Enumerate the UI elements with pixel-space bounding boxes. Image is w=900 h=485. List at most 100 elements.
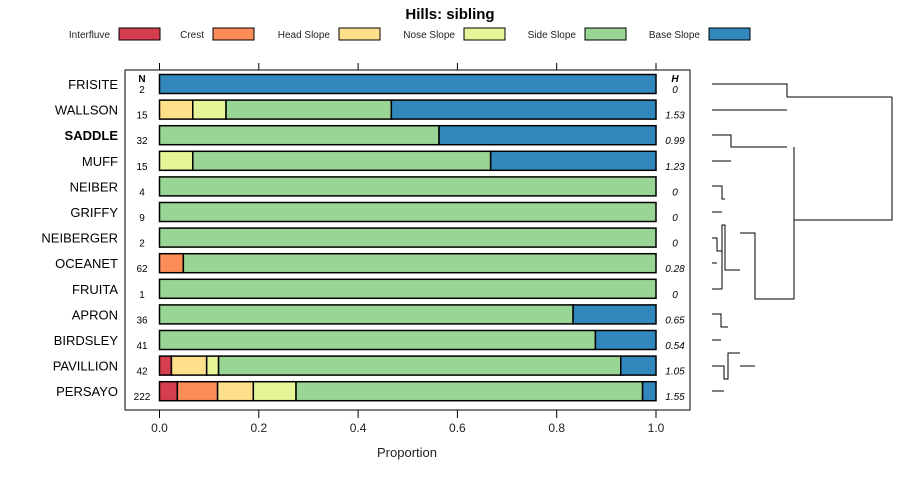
legend-label: Base Slope [649, 30, 701, 41]
bar-segment-head-slope [170, 355, 208, 376]
bar-segment-base-slope [438, 124, 657, 146]
row-label: NEIBER [70, 179, 118, 194]
h-value: 0 [672, 290, 678, 301]
n-value: 9 [139, 213, 145, 224]
bar-segment-interfluve [158, 355, 173, 376]
bar-segment-nose-slope [252, 380, 297, 402]
legend-label: Interfluve [69, 30, 111, 41]
bar-segment-base-slope [158, 73, 657, 95]
x-tick-label: 0.0 [151, 421, 168, 435]
row-label: SADDLE [65, 128, 119, 143]
bar-segment-side-slope [158, 329, 597, 351]
legend-label: Crest [180, 30, 204, 41]
h-value: 0.65 [665, 315, 685, 326]
x-axis-label: Proportion [377, 445, 437, 460]
n-value: 32 [136, 136, 148, 147]
bar-segment-side-slope [192, 150, 492, 172]
bar-segment-head-slope [158, 99, 194, 120]
n-value: 41 [136, 341, 148, 352]
legend-label: Side Slope [528, 30, 577, 41]
bar-segment-base-slope [489, 150, 657, 172]
row-label: MUFF [82, 154, 118, 169]
bar-segment-side-slope [158, 227, 657, 248]
n-value: 15 [136, 111, 148, 122]
bar-segment-nose-slope [192, 99, 227, 120]
legend-swatch [708, 27, 751, 41]
bar-segment-side-slope [182, 252, 657, 274]
row-label: GRIFFY [70, 205, 118, 220]
bar-segment-nose-slope [205, 355, 220, 376]
n-value: 4 [139, 187, 145, 198]
bar-segment-base-slope [619, 355, 657, 376]
bar-segment-base-slope [572, 304, 657, 325]
bar-segment-side-slope [225, 99, 393, 120]
n-column: 2 15 32 15 4 9 2 62 1 36 41 42 222 [134, 85, 151, 403]
row-label: PAVILLION [53, 359, 118, 374]
bar-segment-base-slope [594, 329, 657, 351]
bar-segment-side-slope [295, 380, 644, 402]
n-header: N [138, 74, 145, 85]
n-value: 42 [136, 367, 148, 378]
n-value: 36 [136, 315, 148, 326]
bar-segment-head-slope [216, 380, 255, 402]
bar-segment-side-slope [158, 176, 657, 197]
legend-label: Nose Slope [403, 30, 455, 41]
h-value: 0.99 [665, 136, 685, 147]
bars [158, 73, 657, 402]
bar-segment-side-slope [217, 355, 622, 376]
bar-segment-crest [158, 252, 185, 274]
h-value: 0 [672, 187, 678, 198]
h-value: 0 [672, 239, 678, 250]
h-value: 0 [672, 213, 678, 224]
bar-segment-side-slope [158, 278, 657, 300]
row-label: APRON [72, 307, 118, 322]
legend-swatch [463, 27, 506, 41]
x-tick-label: 0.8 [548, 421, 565, 435]
bar-segment-crest [176, 380, 219, 402]
bar-segment-side-slope [158, 304, 574, 325]
bar-segment-base-slope [641, 380, 657, 402]
h-header: H [671, 74, 679, 85]
x-tick-label: 0.4 [350, 421, 367, 435]
bar-segment-nose-slope [158, 150, 194, 172]
row-label: BIRDSLEY [54, 333, 119, 348]
n-value: 2 [139, 239, 145, 250]
row-label: FRUITA [72, 282, 118, 297]
plot-frame [124, 69, 691, 411]
row-labels: FRISITE WALLSON SADDLE MUFF NEIBER GRIFFY NEIB… [41, 77, 118, 399]
h-column: 0 1.53 0.99 1.23 0 0 0 0.28 0 0.65 0.54 1.05 1.55 [665, 85, 685, 403]
x-tick-label: 1.0 [648, 421, 665, 435]
n-value: 62 [136, 264, 148, 275]
n-value: 15 [136, 162, 148, 173]
top-axis-ticks [159, 63, 657, 70]
h-value: 0.54 [665, 341, 685, 352]
row-label: PERSAYO [56, 384, 118, 399]
legend-swatch [338, 27, 381, 41]
row-label: OCEANET [55, 256, 118, 271]
h-value: 1.23 [665, 162, 685, 173]
h-value: 0.28 [665, 264, 685, 275]
x-tick-label: 0.6 [449, 421, 466, 435]
bar-segment-side-slope [158, 201, 657, 223]
legend-swatch [584, 27, 627, 41]
h-value: 1.53 [665, 111, 685, 122]
bar-segment-side-slope [158, 124, 440, 146]
bar-segment-base-slope [390, 99, 657, 120]
row-label: WALLSON [55, 103, 118, 118]
legend-swatch [118, 27, 161, 41]
n-value: 2 [139, 85, 145, 96]
h-value: 1.05 [665, 367, 685, 378]
legend: Interfluve Crest Head Slope Nose Slope Side … [69, 27, 751, 41]
chart-title: Hills: sibling [405, 6, 494, 23]
row-label: NEIBERGER [41, 231, 118, 246]
legend-label: Head Slope [278, 30, 331, 41]
h-value: 0 [672, 85, 678, 96]
x-axis: 0.0 0.2 0.4 0.6 0.8 1.0 [151, 410, 665, 435]
legend-swatch [212, 27, 255, 41]
row-label: FRISITE [68, 77, 118, 92]
n-value: 222 [134, 392, 151, 403]
bar-segment-interfluve [158, 380, 179, 402]
x-tick-label: 0.2 [250, 421, 267, 435]
n-value: 1 [139, 290, 145, 301]
